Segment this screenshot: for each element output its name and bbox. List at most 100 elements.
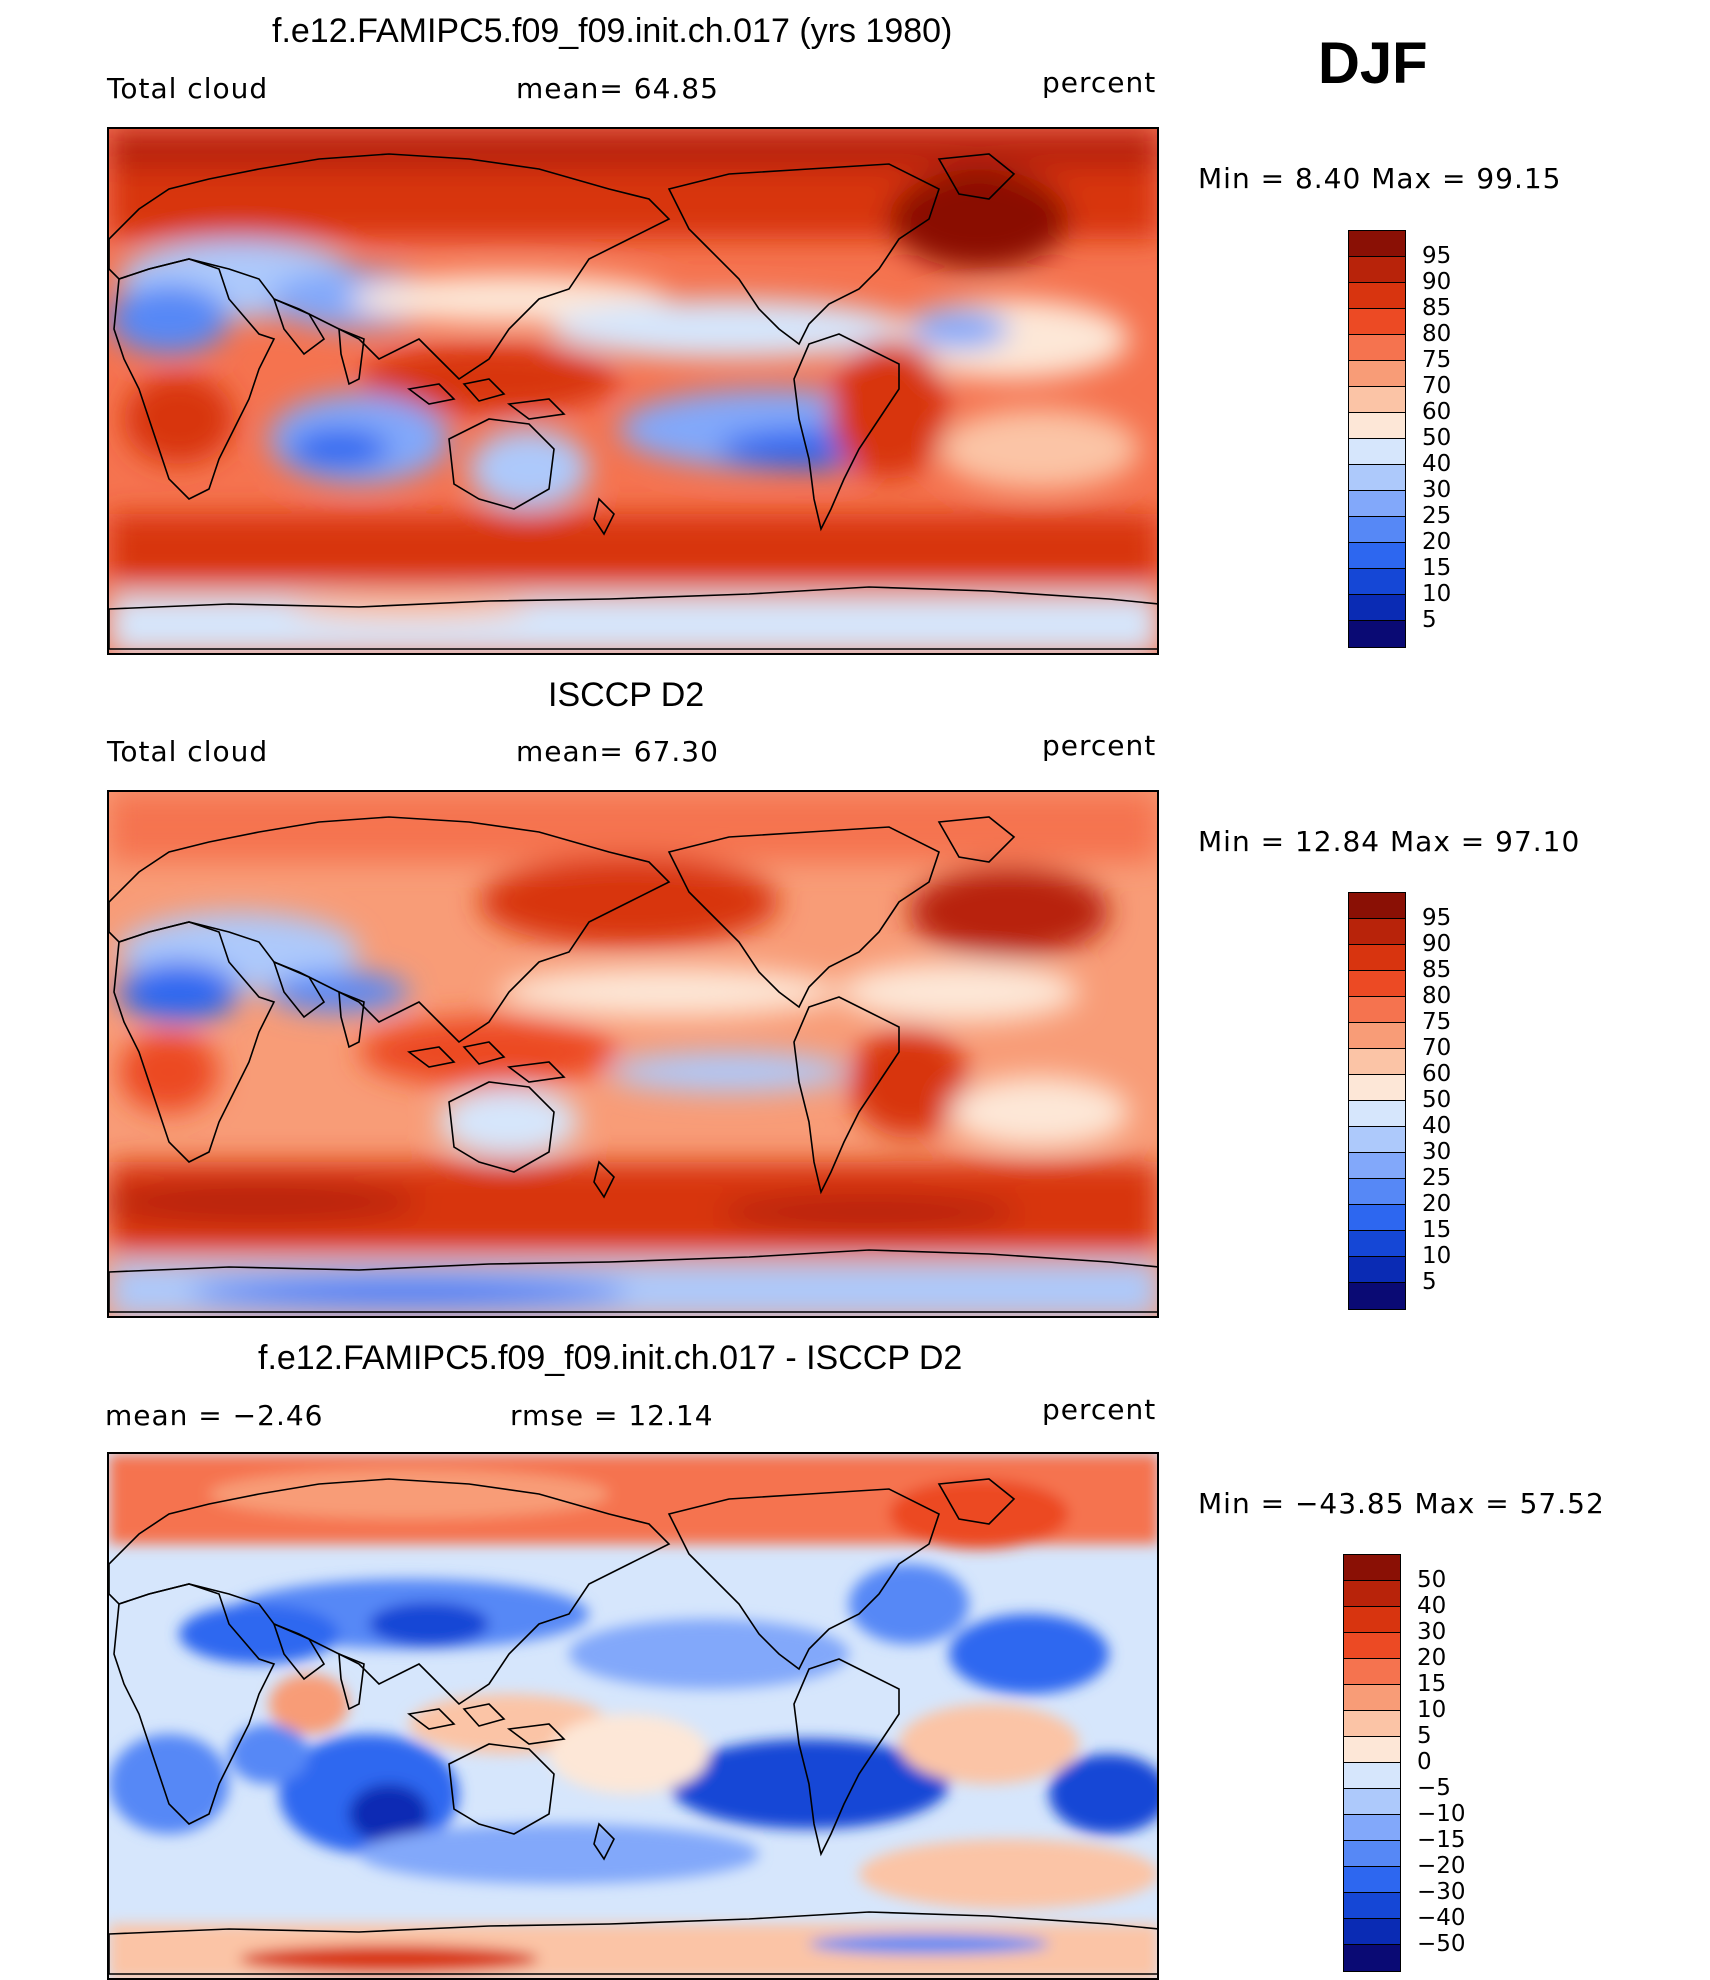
colorbar-tick-label: 15 xyxy=(1422,1217,1452,1243)
colorbar-swatch xyxy=(1348,620,1406,648)
colorbar-tick-label: 25 xyxy=(1422,1165,1452,1191)
colorbar-swatch xyxy=(1348,1048,1406,1076)
panel3-mean-label: mean = −2.46 xyxy=(105,1399,324,1432)
colorbar-tick-label: −5 xyxy=(1417,1775,1451,1801)
colorbar-swatch xyxy=(1348,282,1406,310)
colorbar-swatch xyxy=(1343,1554,1401,1582)
colorbar-swatch xyxy=(1348,542,1406,570)
colorbar-swatch xyxy=(1348,1282,1406,1310)
colorbar-swatch xyxy=(1343,1944,1401,1972)
colorbar-tick-label: −50 xyxy=(1417,1931,1466,1957)
colorbar-tick-label: 10 xyxy=(1417,1697,1447,1723)
colorbar-tick-label: 10 xyxy=(1422,1243,1452,1269)
colorbar-tick-label: 20 xyxy=(1417,1645,1447,1671)
colorbar-swatch xyxy=(1348,1230,1406,1258)
colorbar-tick-label: 15 xyxy=(1422,555,1452,581)
colorbar-swatch xyxy=(1348,256,1406,284)
panel1-title: f.e12.FAMIPC5.f09_f09.init.ch.017 (yrs 1… xyxy=(272,12,953,50)
colorbar-tick-label: 25 xyxy=(1422,503,1452,529)
colorbar-tick-label: 10 xyxy=(1422,581,1452,607)
colorbar-swatch xyxy=(1348,438,1406,466)
colorbar-swatch xyxy=(1348,230,1406,258)
panel3-units-label: percent xyxy=(1042,1393,1157,1426)
colorbar-swatch xyxy=(1348,568,1406,596)
panel2-map xyxy=(107,790,1159,1318)
colorbar-swatch xyxy=(1348,490,1406,518)
colorbar-tick-label: 30 xyxy=(1417,1619,1447,1645)
colorbar-tick-label: 5 xyxy=(1417,1723,1432,1749)
panel2-variable-label: Total cloud xyxy=(107,735,269,768)
colorbar-tick-label: 15 xyxy=(1417,1671,1447,1697)
colorbar-tick-label: 40 xyxy=(1417,1593,1447,1619)
panel3-map xyxy=(107,1452,1159,1980)
colorbar-swatch xyxy=(1343,1658,1401,1686)
colorbar-swatch xyxy=(1348,334,1406,362)
colorbar-tick-label: 20 xyxy=(1422,529,1452,555)
colorbar-tick-label: 20 xyxy=(1422,1191,1452,1217)
colorbar-tick-label: 50 xyxy=(1422,1087,1452,1113)
panel3-title: f.e12.FAMIPC5.f09_f09.init.ch.017 - ISCC… xyxy=(258,1339,963,1377)
season-label: DJF xyxy=(1318,31,1428,96)
colorbar-tick-label: 90 xyxy=(1422,931,1452,957)
colorbar-tick-label: 80 xyxy=(1422,321,1452,347)
panel1-mean-label: mean= 64.85 xyxy=(516,72,719,105)
colorbar-swatch xyxy=(1348,412,1406,440)
colorbar-tick-label: 70 xyxy=(1422,1035,1452,1061)
colorbar-swatch xyxy=(1348,1152,1406,1180)
colorbar-tick-label: 75 xyxy=(1422,1009,1452,1035)
colorbar-swatch xyxy=(1348,918,1406,946)
colorbar-tick-label: 75 xyxy=(1422,347,1452,373)
colorbar-tick-label: 85 xyxy=(1422,295,1452,321)
panel3-map-field xyxy=(109,1454,1157,1978)
colorbar-tick-label: 85 xyxy=(1422,957,1452,983)
colorbar-swatch xyxy=(1343,1684,1401,1712)
colorbar-tick-label: 30 xyxy=(1422,477,1452,503)
panel1-map xyxy=(107,127,1159,655)
colorbar-swatch xyxy=(1348,516,1406,544)
colorbar-tick-label: 5 xyxy=(1422,1269,1437,1295)
panel3-rmse-label: rmse = 12.14 xyxy=(510,1399,714,1432)
colorbar-tick-label: 40 xyxy=(1422,1113,1452,1139)
colorbar-swatch xyxy=(1343,1580,1401,1608)
colorbar-tick-label: −20 xyxy=(1417,1853,1466,1879)
colorbar-swatch xyxy=(1348,1126,1406,1154)
colorbar-tick-label: 95 xyxy=(1422,243,1452,269)
colorbar-swatch xyxy=(1343,1840,1401,1868)
colorbar-swatch xyxy=(1348,996,1406,1024)
colorbar-swatch xyxy=(1343,1762,1401,1790)
colorbar-tick-label: 95 xyxy=(1422,905,1452,931)
colorbar-swatch xyxy=(1343,1632,1401,1660)
colorbar-swatch xyxy=(1348,944,1406,972)
colorbar-tick-label: 70 xyxy=(1422,373,1452,399)
colorbar-swatch xyxy=(1348,386,1406,414)
colorbar-swatch xyxy=(1343,1866,1401,1894)
colorbar-swatch xyxy=(1343,1918,1401,1946)
colorbar-swatch xyxy=(1348,594,1406,622)
colorbar-tick-label: 5 xyxy=(1422,607,1437,633)
colorbar-swatch xyxy=(1348,1074,1406,1102)
panel3-colorbar: 50 40 30 20 15 10 5 0 −5 −10 −15 −20 −30 −40 −50 xyxy=(1343,1554,1483,1972)
colorbar-swatch xyxy=(1348,308,1406,336)
panel2-units-label: percent xyxy=(1042,729,1157,762)
colorbar-tick-label: 90 xyxy=(1422,269,1452,295)
colorbar-tick-label: 0 xyxy=(1417,1749,1432,1775)
colorbar-swatch xyxy=(1348,360,1406,388)
panel2-map-field xyxy=(109,792,1157,1316)
panel2-title: ISCCP D2 xyxy=(548,676,705,714)
panel1-range-text: Min = 8.40 Max = 99.15 xyxy=(1198,162,1562,195)
panel2-colorbar: 95 90 85 80 75 70 60 50 40 30 25 20 15 10 5 xyxy=(1348,892,1488,1310)
colorbar-tick-label: 30 xyxy=(1422,1139,1452,1165)
colorbar-tick-label: 80 xyxy=(1422,983,1452,1009)
colorbar-tick-label: 40 xyxy=(1422,451,1452,477)
colorbar-swatch xyxy=(1348,1100,1406,1128)
colorbar-tick-label: 50 xyxy=(1417,1567,1447,1593)
colorbar-tick-label: 50 xyxy=(1422,425,1452,451)
colorbar-swatch xyxy=(1343,1892,1401,1920)
colorbar-swatch xyxy=(1348,1256,1406,1284)
colorbar-swatch xyxy=(1343,1814,1401,1842)
colorbar-swatch xyxy=(1343,1788,1401,1816)
colorbar-tick-label: 60 xyxy=(1422,399,1452,425)
panel3-range-text: Min = −43.85 Max = 57.52 xyxy=(1198,1487,1605,1520)
colorbar-swatch xyxy=(1348,1178,1406,1206)
colorbar-tick-label: −30 xyxy=(1417,1879,1466,1905)
